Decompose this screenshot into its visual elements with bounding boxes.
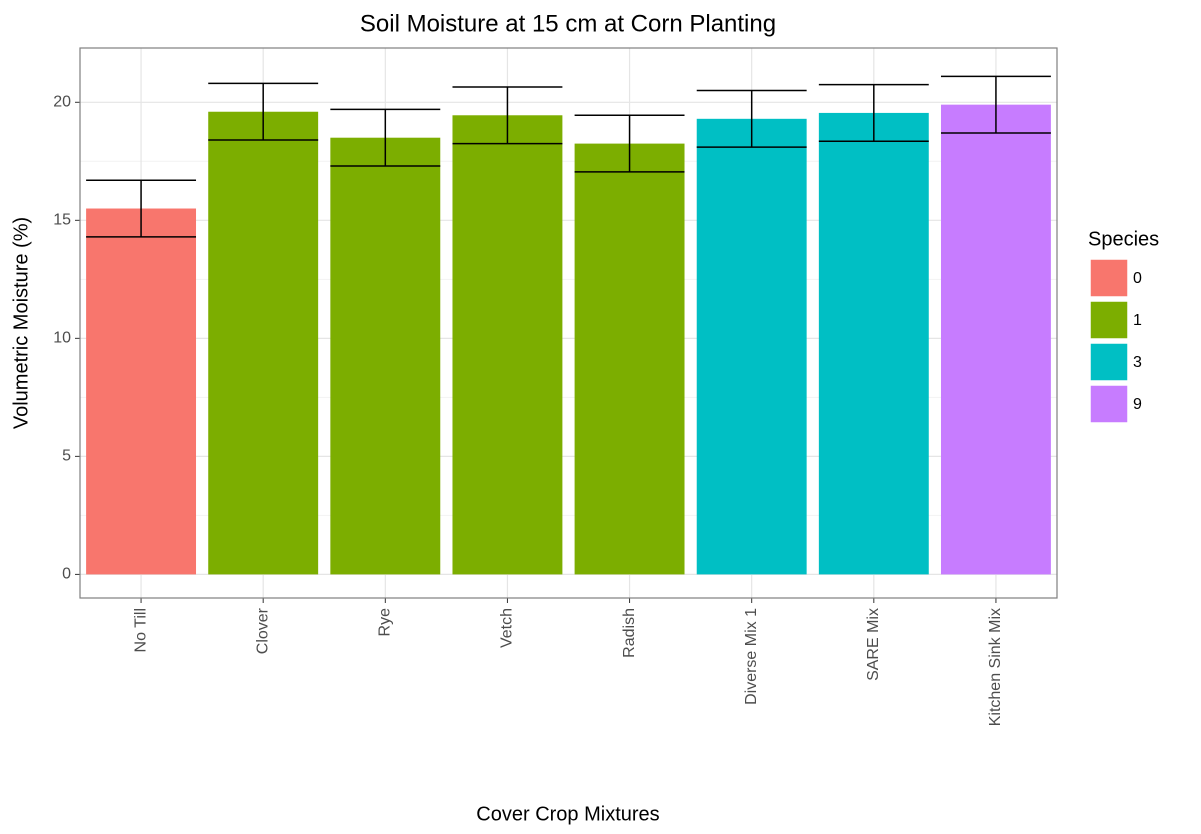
y-axis-label: Volumetric Moisture (%) [10,217,32,429]
legend-swatch [1089,258,1129,298]
x-tick-label: No Till [132,608,149,652]
x-tick-label: Kitchen Sink Mix [987,608,1004,726]
legend-label: 9 [1133,396,1142,413]
x-tick-label: Radish [621,608,638,658]
chart-title: Soil Moisture at 15 cm at Corn Planting [360,10,776,37]
bar [574,143,685,575]
plot-border [79,47,1058,599]
bar [330,137,441,575]
legend-swatch [1089,384,1129,424]
legend-label: 3 [1133,354,1142,371]
bar [818,112,929,575]
y-tick-label: 0 [62,566,71,583]
x-tick-label: Clover [254,607,271,654]
bar [940,104,1051,575]
legend-label: 1 [1133,312,1142,329]
x-tick-label: Rye [377,608,394,637]
y-tick-label: 20 [53,94,71,111]
y-tick-label: 10 [53,330,71,347]
x-tick-label: Diverse Mix 1 [743,608,760,705]
legend-swatch [1089,300,1129,340]
y-tick-label: 5 [62,448,71,465]
x-tick-label: SARE Mix [865,608,882,681]
legend-label: 0 [1133,270,1142,287]
y-tick-label: 15 [53,212,71,229]
bar [696,118,807,575]
bar [208,111,319,575]
legend-swatch [1089,342,1129,382]
x-tick-label: Vetch [499,608,516,648]
bar [86,208,197,575]
legend-title: Species [1088,228,1159,250]
bar [452,115,563,575]
x-axis-label: Cover Crop Mixtures [476,803,659,825]
